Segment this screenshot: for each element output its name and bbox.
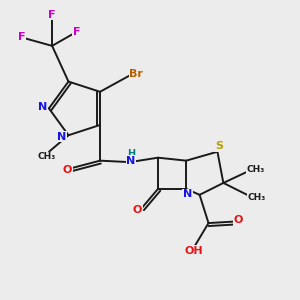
Text: F: F [73,28,80,38]
Text: O: O [63,165,72,175]
Text: S: S [215,141,223,152]
Text: CH₃: CH₃ [246,165,264,174]
Text: CH₃: CH₃ [37,152,55,161]
Text: CH₃: CH₃ [248,193,266,202]
Text: N: N [38,102,47,112]
Text: F: F [18,32,26,42]
Text: H: H [127,149,135,159]
Text: O: O [133,205,142,215]
Text: F: F [48,10,56,20]
Text: OH: OH [184,246,203,256]
Text: O: O [233,215,243,225]
Text: N: N [126,156,136,166]
Text: N: N [183,189,192,199]
Text: N: N [57,132,67,142]
Text: Br: Br [129,69,143,79]
